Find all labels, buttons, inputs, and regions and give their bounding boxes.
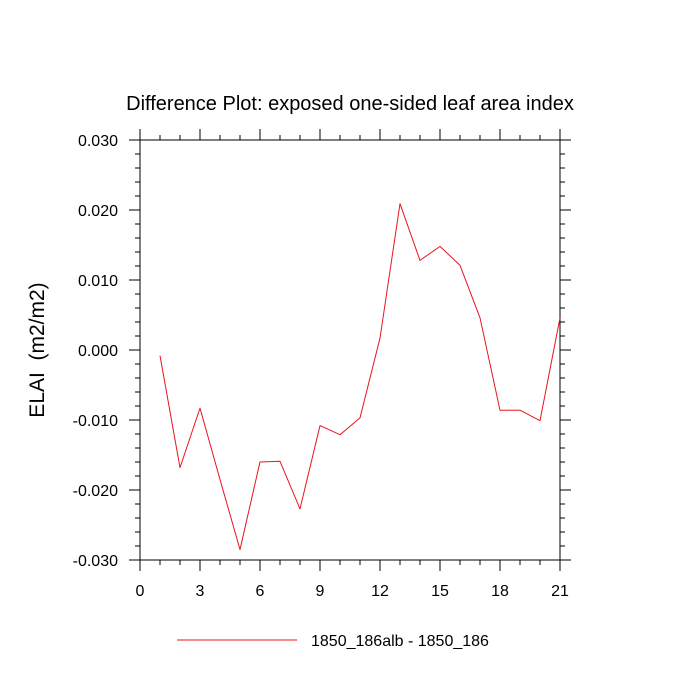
x-tick-label: 12 [371,583,389,600]
y-tick-label: 0.020 [78,203,118,220]
y-axis-label: ELAI (m2/m2) [26,282,49,417]
y-tick-label: -0.010 [73,413,118,430]
x-tick-label: 6 [256,583,265,600]
series-layer [159,203,561,550]
x-tick-label: 0 [136,583,145,600]
legend: 1850_186alb - 1850_186 [177,633,489,650]
series-line [159,203,561,550]
y-tick-label: 0.030 [78,133,118,150]
x-axis-ticks: 0 3 6 9 12 15 18 21 [136,129,569,600]
x-tick-label: 9 [316,583,325,600]
y-tick-label: 0.000 [78,343,118,360]
x-tick-label: 3 [196,583,205,600]
legend-label: 1850_186alb - 1850_186 [311,633,489,650]
y-tick-label: -0.020 [73,483,118,500]
x-tick-label: 21 [551,583,569,600]
y-axis-ticks: -0.030 -0.020 -0.010 0.000 0.010 0.020 0.030 [73,133,571,570]
plot-border [139,139,561,561]
x-tick-label: 15 [431,583,449,600]
y-tick-label: -0.030 [73,553,118,570]
y-tick-label: 0.010 [78,273,118,290]
x-tick-label: 18 [491,583,509,600]
chart-title: Difference Plot: exposed one-sided leaf … [126,93,574,115]
plot-frame [139,139,561,561]
